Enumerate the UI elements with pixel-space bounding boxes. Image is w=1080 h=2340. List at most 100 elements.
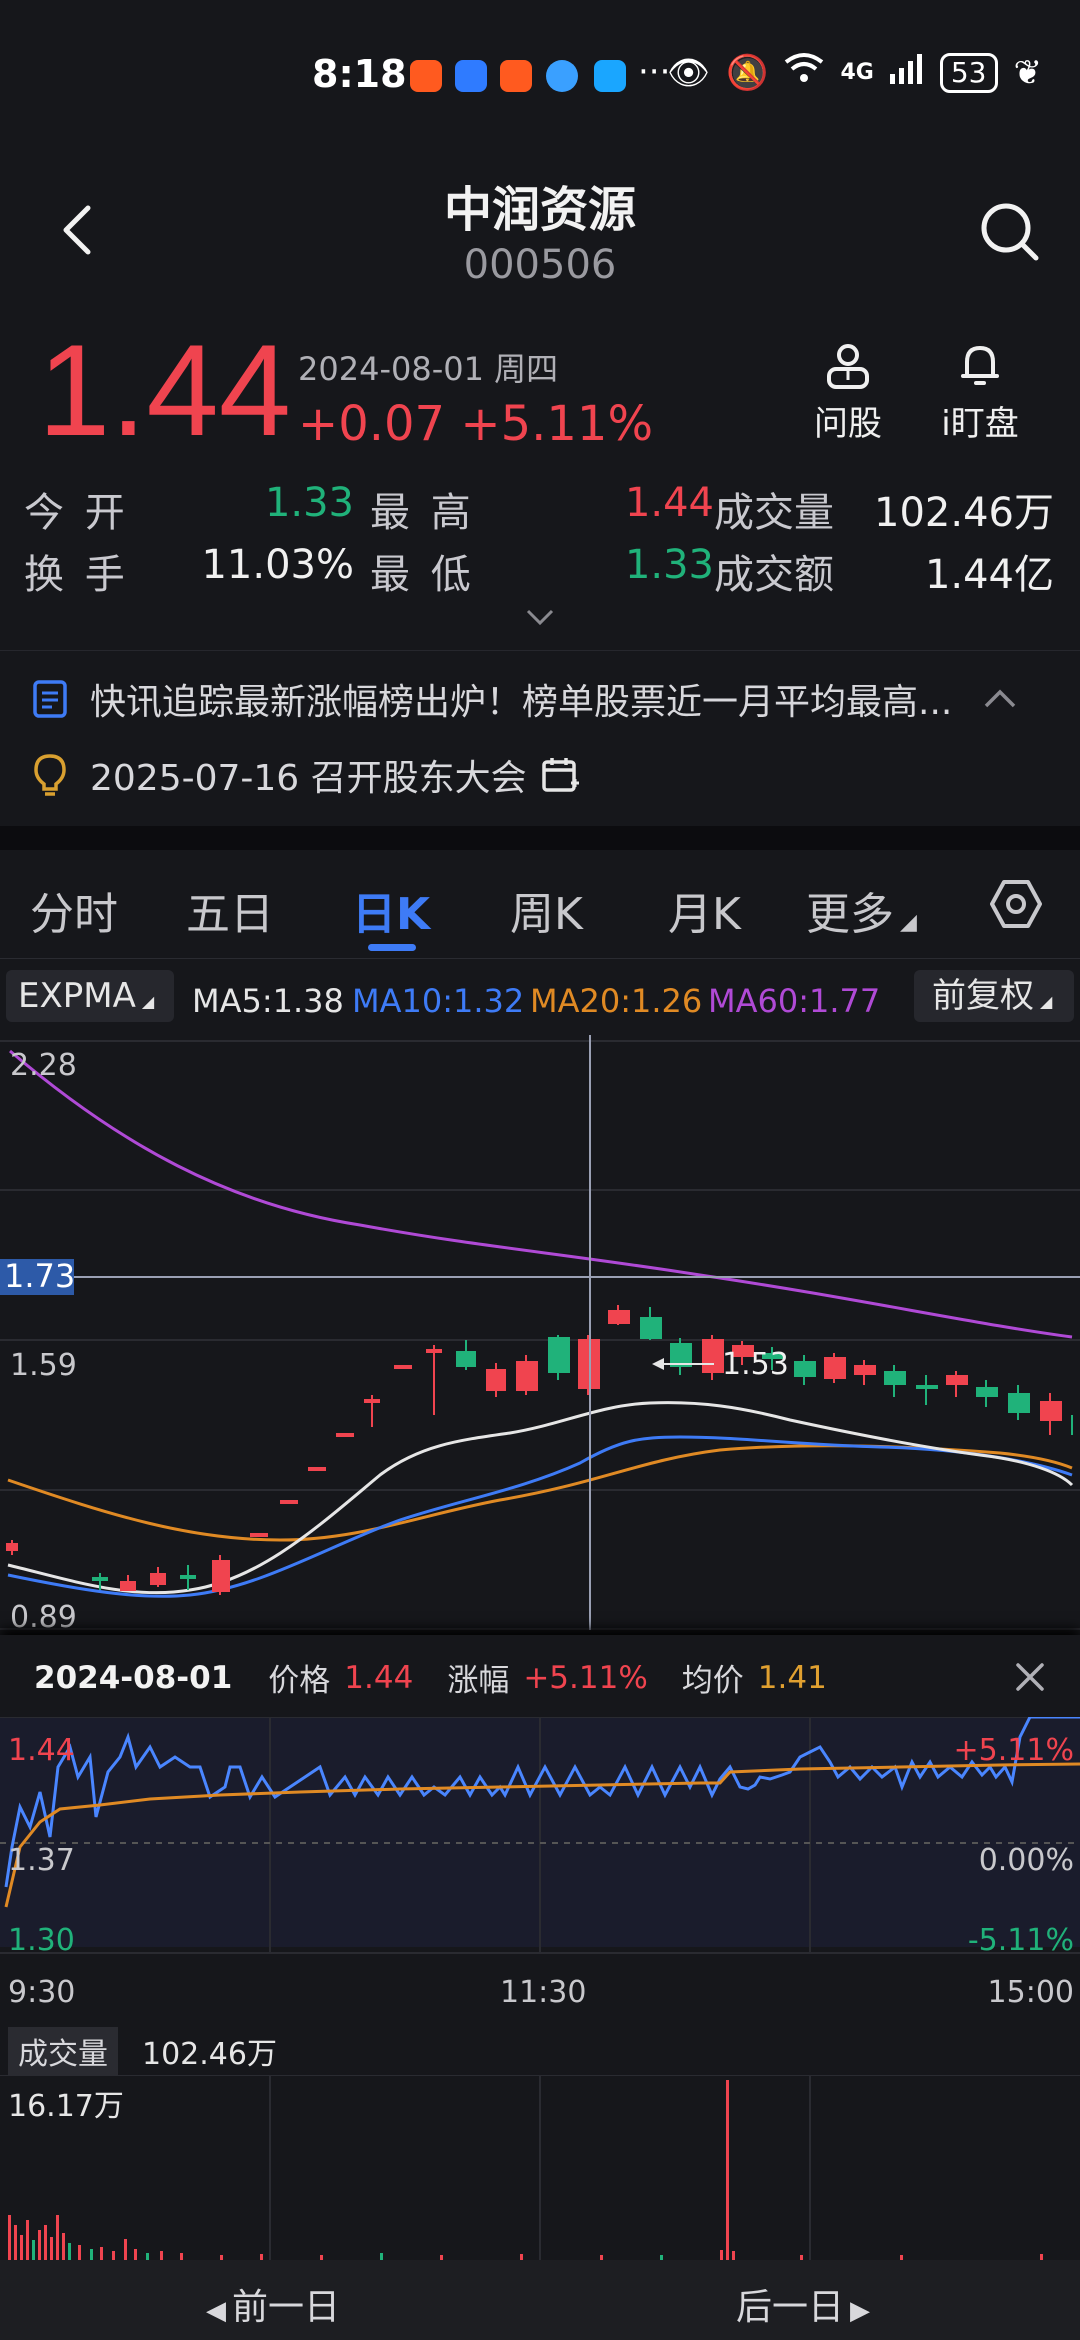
ask-stock-button[interactable]: 问股 bbox=[788, 340, 908, 445]
kline-axis-bottom: 0.89 bbox=[10, 1600, 77, 1635]
timeshare-date: 2024-08-01 bbox=[34, 1659, 233, 1696]
bell-icon bbox=[961, 346, 999, 385]
ts-pct-bot: -5.11% bbox=[967, 1923, 1074, 1958]
dropdown-triangle-icon: ◢ bbox=[1040, 992, 1053, 1011]
kline-peak-label: 1.53 bbox=[722, 1347, 789, 1382]
indicator-selector-label: EXPMA bbox=[18, 976, 136, 1016]
ts-pct-top: +5.11% bbox=[953, 1733, 1074, 1768]
stock-header: 中润资源 000506 bbox=[0, 160, 1080, 310]
news-headline-row[interactable]: 快讯追踪最新涨幅榜出炉！榜单股票近一月平均最高... bbox=[32, 673, 1042, 725]
network-type: 4G bbox=[840, 60, 874, 85]
tab-five-day[interactable]: 五日 bbox=[186, 889, 274, 940]
adjust-selector[interactable]: 前复权 ◢ bbox=[914, 970, 1074, 1022]
stock-name: 中润资源 bbox=[443, 182, 636, 238]
app-notification-icon bbox=[546, 60, 578, 92]
chevron-up-icon[interactable] bbox=[980, 686, 1020, 712]
timeshare-price-label: 价格 bbox=[268, 1663, 331, 1699]
dropdown-triangle-icon: ◢ bbox=[141, 992, 155, 1011]
indicator-selector[interactable]: EXPMA ◢ bbox=[6, 970, 174, 1022]
ma10-line bbox=[7, 1435, 1073, 1598]
leaf-icon: ❦ bbox=[1013, 52, 1043, 93]
kline-axis-mid: 1.59 bbox=[10, 1348, 77, 1383]
news-section: 快讯追踪最新涨幅榜出炉！榜单股票近一月平均最高... 2025-07-16 召开… bbox=[0, 650, 1080, 826]
status-indicators: 👁 🔕 4G 53 ❦ bbox=[667, 52, 1042, 93]
next-day-button[interactable]: 后一日 ▶ bbox=[736, 2278, 870, 2330]
calendar-add-icon[interactable] bbox=[541, 755, 581, 795]
dropdown-triangle-icon: ◢ bbox=[900, 910, 917, 935]
app-notification-icon bbox=[410, 60, 442, 92]
quote-date: 2024-08-01 周四 bbox=[298, 350, 559, 388]
lightbulb-icon bbox=[34, 754, 66, 796]
mute-icon: 🔕 bbox=[726, 52, 769, 93]
price-change: +0.07 +5.11% bbox=[298, 396, 654, 452]
chart-tabs: 分时 五日 日K 周K 月K 更多 ◢ bbox=[0, 850, 1080, 960]
event-row[interactable]: 2025-07-16 召开股东大会 bbox=[32, 749, 1042, 801]
section-separator bbox=[0, 826, 1080, 850]
adjust-selector-label: 前复权 bbox=[932, 976, 1034, 1016]
tab-daily-k[interactable]: 日K bbox=[352, 889, 431, 940]
triangle-left-icon: ◀ bbox=[206, 2296, 226, 2326]
high-value: 1.44 bbox=[624, 480, 714, 526]
timeshare-change: +5.11% bbox=[523, 1659, 648, 1696]
ma5-value: MA5:1.38 bbox=[192, 982, 344, 1020]
app-notification-icon bbox=[500, 60, 532, 92]
app-notification-icon bbox=[455, 60, 487, 92]
event-text: 2025-07-16 召开股东大会 bbox=[90, 758, 527, 799]
ts-time-start: 9:30 bbox=[8, 1975, 76, 2010]
document-icon bbox=[33, 680, 67, 718]
ma60-value: MA60:1.77 bbox=[708, 982, 881, 1020]
signal-icon bbox=[889, 53, 924, 93]
kline-axis-top: 2.28 bbox=[10, 1048, 77, 1083]
low-label: 最 低 bbox=[370, 552, 475, 598]
tabs-divider bbox=[0, 958, 1080, 959]
chevron-down-icon[interactable] bbox=[522, 605, 558, 629]
ts-time-mid: 11:30 bbox=[500, 1975, 587, 2010]
low-value: 1.33 bbox=[624, 542, 714, 588]
day-navigation: ◀ 前一日 后一日 ▶ bbox=[0, 2260, 1080, 2340]
price-line bbox=[4, 1717, 1080, 1888]
tab-more[interactable]: 更多 ◢ bbox=[806, 878, 917, 942]
ts-pct-mid: 0.00% bbox=[978, 1843, 1074, 1878]
next-day-label: 后一日 bbox=[736, 2287, 845, 2328]
close-icon[interactable] bbox=[1010, 1657, 1050, 1697]
volume-label-box: 成交量 bbox=[8, 2027, 118, 2075]
open-value: 1.33 bbox=[264, 480, 354, 526]
advisor-icon bbox=[827, 344, 869, 389]
prev-day-button[interactable]: ◀ 前一日 bbox=[206, 2278, 340, 2330]
timeshare-avg-label: 均价 bbox=[681, 1663, 744, 1699]
watch-label: i盯盘 bbox=[941, 404, 1019, 444]
ma5-line bbox=[7, 1401, 1074, 1595]
tab-timeshare[interactable]: 分时 bbox=[30, 889, 118, 940]
volume-max: 16.17万 bbox=[8, 2089, 124, 2124]
timeshare-change-label: 涨幅 bbox=[447, 1663, 510, 1699]
battery-level: 53 bbox=[939, 52, 998, 93]
timeshare-panel: 2024-08-01 价格 1.44 涨幅 +5.11% 均价 1.41 1.4… bbox=[0, 1635, 1080, 2340]
wifi-icon bbox=[784, 52, 824, 93]
ts-y-bot: 1.30 bbox=[8, 1923, 75, 1958]
timeshare-price: 1.44 bbox=[344, 1659, 414, 1696]
kline-chart[interactable] bbox=[0, 1035, 1080, 1630]
watch-button[interactable]: i盯盘 bbox=[920, 340, 1040, 445]
stock-code: 000506 bbox=[463, 242, 617, 288]
triangle-right-icon: ▶ bbox=[850, 2296, 871, 2326]
prev-day-label: 前一日 bbox=[232, 2287, 341, 2328]
high-label: 最 高 bbox=[370, 490, 475, 536]
settings-icon[interactable] bbox=[988, 876, 1044, 932]
search-icon[interactable] bbox=[974, 196, 1044, 266]
ma20-line bbox=[7, 1444, 1073, 1542]
back-arrow-icon[interactable] bbox=[50, 200, 110, 260]
ask-stock-label: 问股 bbox=[814, 404, 882, 444]
news-headline: 快讯追踪最新涨幅榜出炉！榜单股票近一月平均最高... bbox=[90, 682, 953, 723]
eye-icon: 👁 bbox=[666, 52, 711, 93]
ts-y-top: 1.44 bbox=[8, 1733, 75, 1768]
ma20-value: MA20:1.26 bbox=[530, 982, 703, 1020]
volume-value: 102.46万 bbox=[874, 490, 1054, 536]
volume-label: 成交量 bbox=[714, 490, 834, 536]
volume-total: 102.46万 bbox=[142, 2037, 277, 2072]
crosshair-price-tag bbox=[0, 1259, 74, 1295]
ts-time-end: 15:00 bbox=[987, 1975, 1074, 2010]
ts-y-mid: 1.37 bbox=[8, 1843, 75, 1878]
tab-monthly-k[interactable]: 月K bbox=[668, 889, 741, 940]
timeshare-chart[interactable] bbox=[0, 1717, 1080, 2077]
tab-weekly-k[interactable]: 周K bbox=[510, 889, 583, 940]
